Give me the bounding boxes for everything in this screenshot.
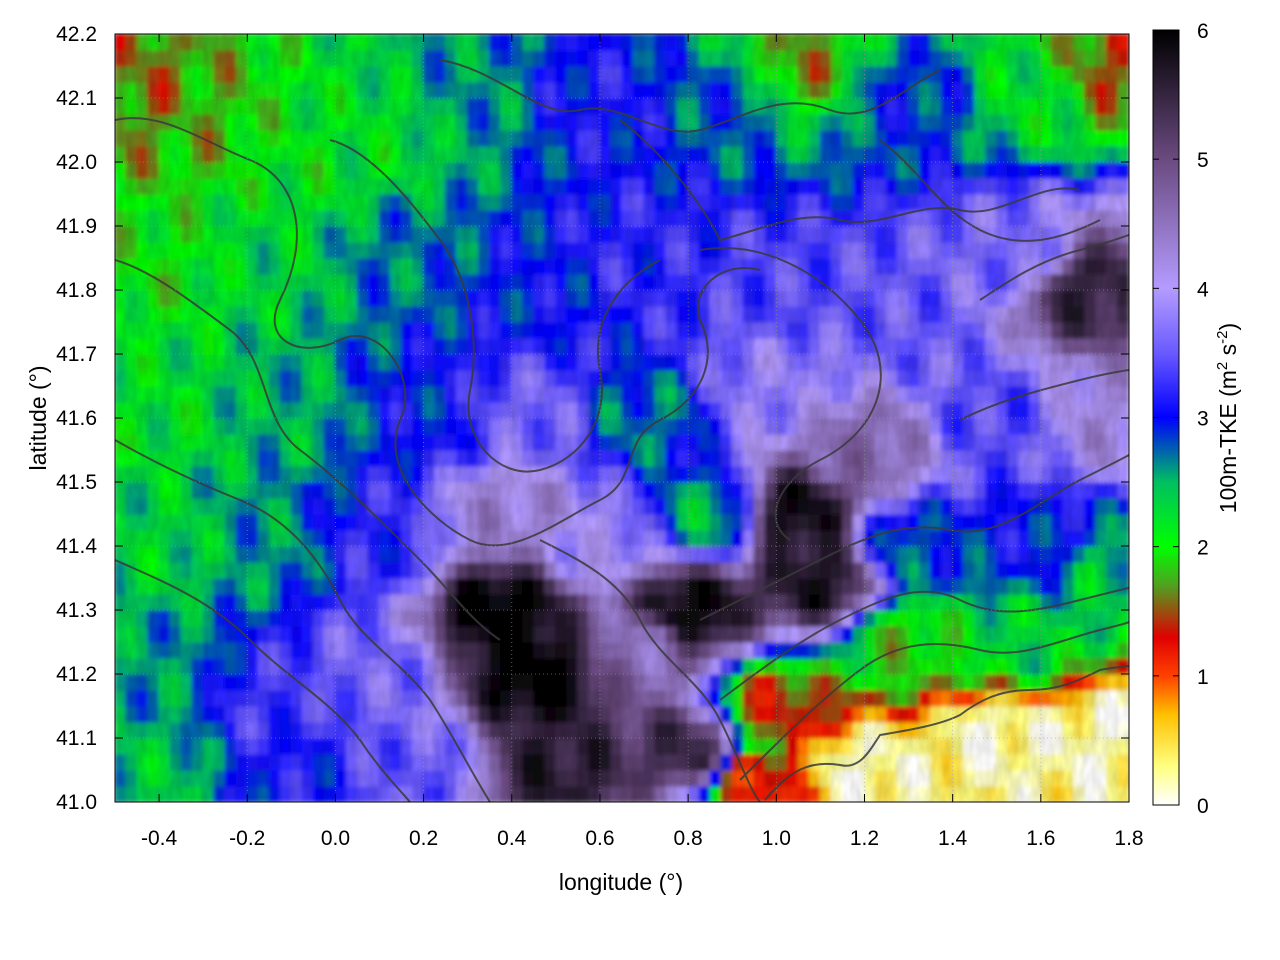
- contour-line: [539, 539, 761, 802]
- x-tick-label: 0.2: [409, 827, 438, 850]
- y-tick-label: 41.4: [56, 535, 97, 558]
- contour-line: [115, 117, 761, 547]
- contour-line: [329, 139, 661, 473]
- x-axis: -0.4 -0.2 0.0 0.2 0.4 0.6 0.8 1.0 1.2 1.4 1.6 1.8: [141, 34, 1144, 850]
- contour-line: [699, 454, 1129, 621]
- contour-line: [879, 139, 1101, 242]
- x-tick-label: 1.0: [762, 827, 791, 850]
- contour-line: [115, 259, 501, 641]
- contour-line: [115, 439, 491, 802]
- colorbar-tick-label: 6: [1197, 20, 1209, 43]
- colorbar-tick-label: 3: [1197, 408, 1209, 431]
- x-tick-label: 1.6: [1026, 827, 1055, 850]
- y-axis: 41.0 41.1 41.2 41.3 41.4 41.5 41.6 41.7 41.8 41.9…: [56, 23, 1129, 814]
- colorbar-tick-label: 0: [1197, 795, 1209, 818]
- x-tick-label: 0.0: [321, 827, 350, 850]
- colorbar-ticks: 0 1 2 3 4 5 6: [1153, 20, 1209, 818]
- contour-line: [979, 234, 1129, 301]
- colorbar-label-suffix: ): [1215, 323, 1241, 331]
- y-tick-label: 41.0: [56, 791, 97, 814]
- colorbar-label-prefix: 100m-TKE (m: [1215, 370, 1241, 513]
- contour-line: [739, 621, 1129, 781]
- colorbar-tick-label: 5: [1197, 149, 1209, 172]
- x-axis-label: longitude (°): [559, 869, 683, 895]
- grid: [115, 34, 1129, 802]
- colorbar-label-mid: s: [1215, 344, 1241, 362]
- y-tick-label: 41.9: [56, 215, 97, 238]
- y-tick-label: 41.6: [56, 407, 97, 430]
- y-tick-label: 41.3: [56, 599, 97, 622]
- y-tick-label: 41.8: [56, 279, 97, 302]
- colorbar-label-sup1: 2: [1214, 362, 1231, 370]
- x-tick-label: -0.4: [141, 827, 178, 850]
- x-tick-label: 0.8: [674, 827, 703, 850]
- contour-line: [439, 59, 941, 133]
- y-tick-label: 41.1: [56, 727, 97, 750]
- y-tick-label: 41.5: [56, 471, 97, 494]
- y-axis-label: latitude (°): [25, 365, 51, 470]
- contour-line: [959, 369, 1129, 421]
- y-tick-label: 41.2: [56, 663, 97, 686]
- x-tick-label: 1.8: [1114, 827, 1143, 850]
- colorbar-tick-label: 1: [1197, 666, 1209, 689]
- x-tick-label: -0.2: [229, 827, 265, 850]
- terrain-contours: [115, 59, 1129, 802]
- contour-line: [619, 119, 1081, 242]
- colorbar-label-sup2: -2: [1214, 330, 1231, 343]
- x-tick-label: 1.4: [938, 827, 968, 850]
- x-tick-label: 1.2: [850, 827, 879, 850]
- y-tick-label: 41.7: [56, 343, 97, 366]
- contour-line: [115, 559, 411, 802]
- contour-line: [719, 587, 1129, 701]
- y-tick-label: 42.1: [56, 87, 97, 110]
- contour-line: [699, 247, 882, 541]
- plot-area: -0.4 -0.2 0.0 0.2 0.4 0.6 0.8 1.0 1.2 1.4 1.6 1.8 4…: [25, 23, 1144, 895]
- y-tick-label: 42.2: [56, 23, 97, 46]
- contour-line: [764, 665, 1129, 801]
- colorbar-tick-label: 4: [1197, 278, 1209, 301]
- x-tick-label: 0.4: [497, 827, 527, 850]
- y-tick-label: 42.0: [56, 151, 97, 174]
- colorbar-tick-label: 2: [1197, 537, 1209, 560]
- colorbar-label: 100m-TKE (m2 s-2): [1214, 323, 1241, 513]
- x-tick-label: 0.6: [585, 827, 614, 850]
